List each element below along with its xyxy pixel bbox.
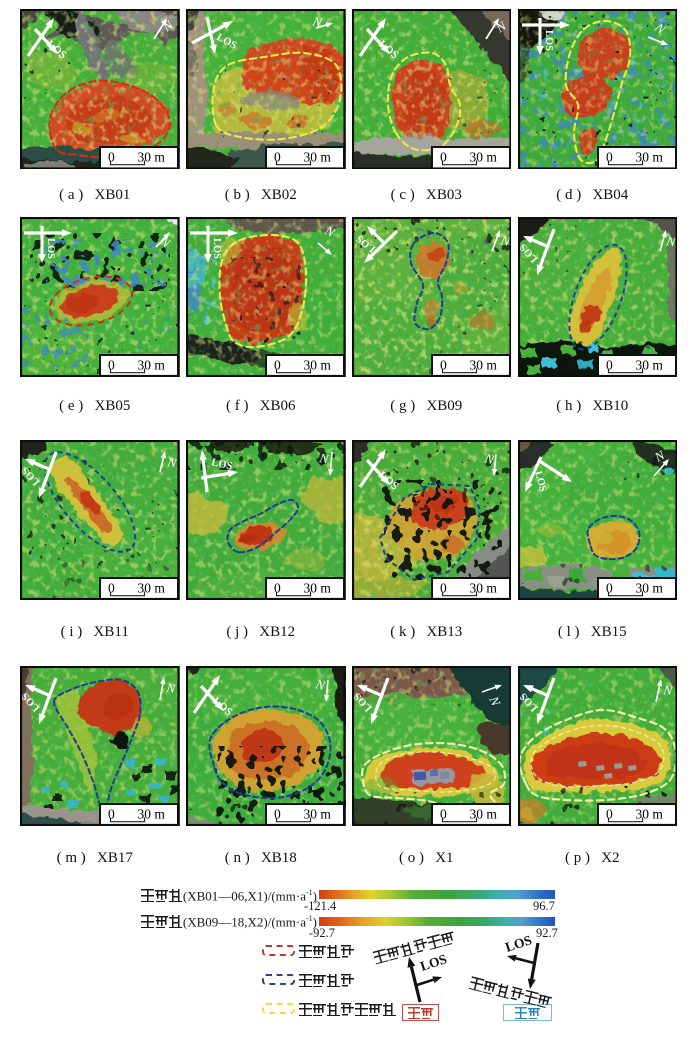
svg-text:LOS: LOS — [211, 238, 222, 259]
svg-text:LOS: LOS — [45, 238, 56, 259]
svg-text:LOS: LOS — [418, 951, 448, 974]
svg-text:LOS: LOS — [543, 30, 554, 51]
svg-text:N: N — [498, 232, 511, 249]
svg-text:LOS: LOS — [532, 470, 548, 493]
svg-text:LOS: LOS — [503, 935, 533, 955]
svg-text:N: N — [165, 454, 178, 471]
svg-text:LOS: LOS — [210, 457, 233, 472]
svg-text:N: N — [661, 682, 674, 698]
svg-text:N: N — [664, 233, 677, 250]
svg-text:N: N — [165, 680, 178, 696]
svg-text:N: N — [317, 450, 330, 467]
